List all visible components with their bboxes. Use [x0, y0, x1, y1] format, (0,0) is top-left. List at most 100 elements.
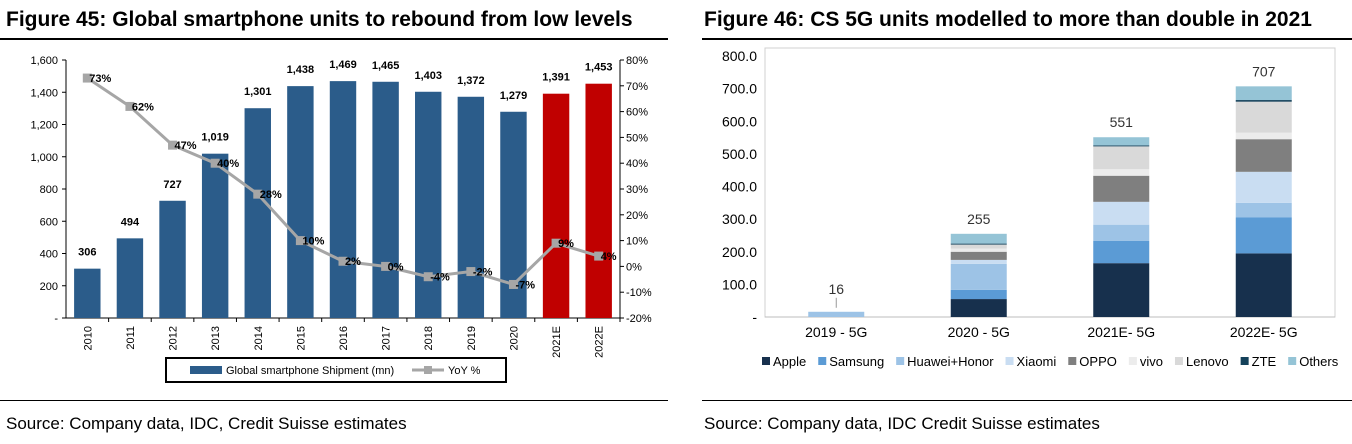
legend-label: ZTE — [1252, 354, 1277, 369]
yoy-value-label: 47% — [175, 140, 197, 152]
figure-45-top-rule — [0, 38, 668, 40]
yoy-point — [381, 261, 391, 271]
y-tick-label: 600.0 — [722, 113, 757, 129]
x-tick-label: 2013 — [210, 326, 222, 350]
bar-2019 — [457, 96, 485, 318]
y-tick-label: 1,000 — [30, 152, 58, 164]
figure-45-title: Figure 45: Global smartphone units to re… — [6, 8, 633, 31]
bar-value-label: 1,279 — [500, 90, 528, 102]
yoy-point — [210, 158, 220, 168]
bar-segment-xiaomi — [1235, 171, 1292, 203]
legend-swatch-zte — [1240, 357, 1249, 365]
bar-segment-apple — [1235, 253, 1292, 317]
legend-label: Xiaomi — [1017, 354, 1057, 369]
x-tick-label: 2022E- 5G — [1230, 324, 1298, 340]
bar-2016 — [329, 81, 357, 318]
y-tick-label: 800 — [40, 184, 58, 196]
y2-tick-label: 70% — [626, 81, 648, 93]
y2-tick-label: 30% — [626, 184, 648, 196]
bar-value-label: 1,438 — [287, 64, 315, 76]
bar-segment-huawei-honor — [808, 311, 865, 317]
legend-swatch-oppo — [1068, 357, 1077, 365]
y-tick-label: 600 — [40, 216, 58, 228]
x-tick-label: 2015 — [295, 326, 307, 350]
bar-segment-zte — [1235, 100, 1292, 102]
bar-value-label: 727 — [163, 179, 181, 191]
yoy-value-label: 10% — [302, 236, 324, 248]
y-tick-label: 400 — [40, 249, 58, 261]
bar-segment-vivo — [1093, 169, 1150, 176]
y-tick-label: 700.0 — [722, 81, 757, 97]
bar-2012 — [159, 200, 186, 318]
y2-tick-label: 10% — [626, 236, 648, 248]
y-tick-label: 500.0 — [722, 146, 757, 162]
legend-label: Huawei+Honor — [907, 354, 994, 369]
legend-swatch-shipment — [190, 366, 222, 374]
bar-value-label: 1,403 — [414, 70, 442, 82]
yoy-value-label: 40% — [217, 158, 239, 170]
y2-tick-label: 50% — [626, 132, 648, 144]
figure-46-bottom-rule — [702, 400, 1352, 401]
bar-2010 — [74, 268, 101, 318]
figure-46-top-rule — [702, 38, 1352, 40]
yoy-value-label: 62% — [132, 101, 154, 113]
legend-swatch-lenovo — [1174, 357, 1183, 365]
total-label: 255 — [967, 211, 991, 227]
yoy-point — [466, 267, 476, 277]
bar-segment-others — [1093, 137, 1150, 146]
y-tick-label: 100.0 — [722, 276, 757, 292]
figure-45-chart: - 200 400 600 800 1,000 1,200 1,400 1,600 -20% -10… — [30, 55, 652, 383]
x-tick-label: 2012 — [168, 326, 180, 350]
x-tick-label: 2010 — [82, 326, 94, 350]
y-tick-label: - — [54, 313, 58, 325]
x-tick-label: 2011 — [125, 326, 137, 350]
yoy-value-label: 28% — [260, 189, 282, 201]
bar-2017 — [372, 81, 399, 318]
bar-2015 — [287, 86, 314, 318]
yoy-point — [295, 236, 305, 246]
legend-marker-yoy — [424, 366, 432, 374]
yoy-value-label: -2% — [473, 267, 493, 279]
y-tick-label: 200 — [40, 281, 58, 293]
bar-2022E — [585, 83, 612, 318]
yoy-point — [551, 238, 561, 248]
bar-segment-lenovo — [950, 244, 1007, 249]
legend-label: OPPO — [1079, 354, 1117, 369]
bar-value-label: 1,301 — [244, 86, 272, 98]
bar-segment-lenovo — [1235, 101, 1292, 133]
x-tick-label: 2020 — [508, 326, 520, 350]
yoy-value-label: 4% — [601, 251, 617, 263]
yoy-point — [338, 256, 348, 266]
bar-segment-huawei-honor — [950, 263, 1007, 290]
x-tick-label: 2016 — [338, 326, 350, 350]
y2-tick-label: 60% — [626, 107, 648, 119]
y-tick-label: 1,200 — [30, 120, 58, 132]
bar-value-label: 1,372 — [457, 75, 485, 87]
bar-segment-huawei-honor — [1093, 224, 1150, 241]
legend-label-yoy: YoY % — [448, 365, 481, 377]
bar-2014 — [244, 108, 271, 319]
x-tick-label: 2021E — [551, 326, 563, 358]
bar-segment-oppo — [950, 251, 1007, 260]
y-tick-label: 800.0 — [722, 48, 757, 64]
bar-segment-xiaomi — [1093, 201, 1150, 225]
bar-value-label: 1,465 — [372, 60, 400, 72]
legend-swatch-others — [1288, 357, 1297, 365]
bar-segment-apple — [950, 299, 1007, 317]
yoy-value-label: -4% — [430, 272, 450, 284]
y-tick-label: - — [752, 309, 757, 325]
legend-label: Others — [1299, 354, 1339, 369]
bar-segment-zte — [950, 243, 1007, 245]
bar-segment-samsung — [950, 289, 1007, 300]
legend-swatch-apple — [762, 357, 770, 365]
figure-46-title: Figure 46: CS 5G units modelled to more … — [704, 8, 1312, 31]
yoy-value-label: -7% — [515, 279, 535, 291]
yoy-value-label: 0% — [388, 261, 404, 273]
total-label: 707 — [1252, 63, 1276, 79]
bar-segment-others — [1235, 86, 1292, 101]
total-label: 16 — [828, 281, 844, 297]
bar-segment-vivo — [1235, 132, 1292, 140]
y-tick-label: 300.0 — [722, 211, 757, 227]
legend-label: Apple — [773, 354, 806, 369]
bar-2013 — [201, 153, 229, 318]
